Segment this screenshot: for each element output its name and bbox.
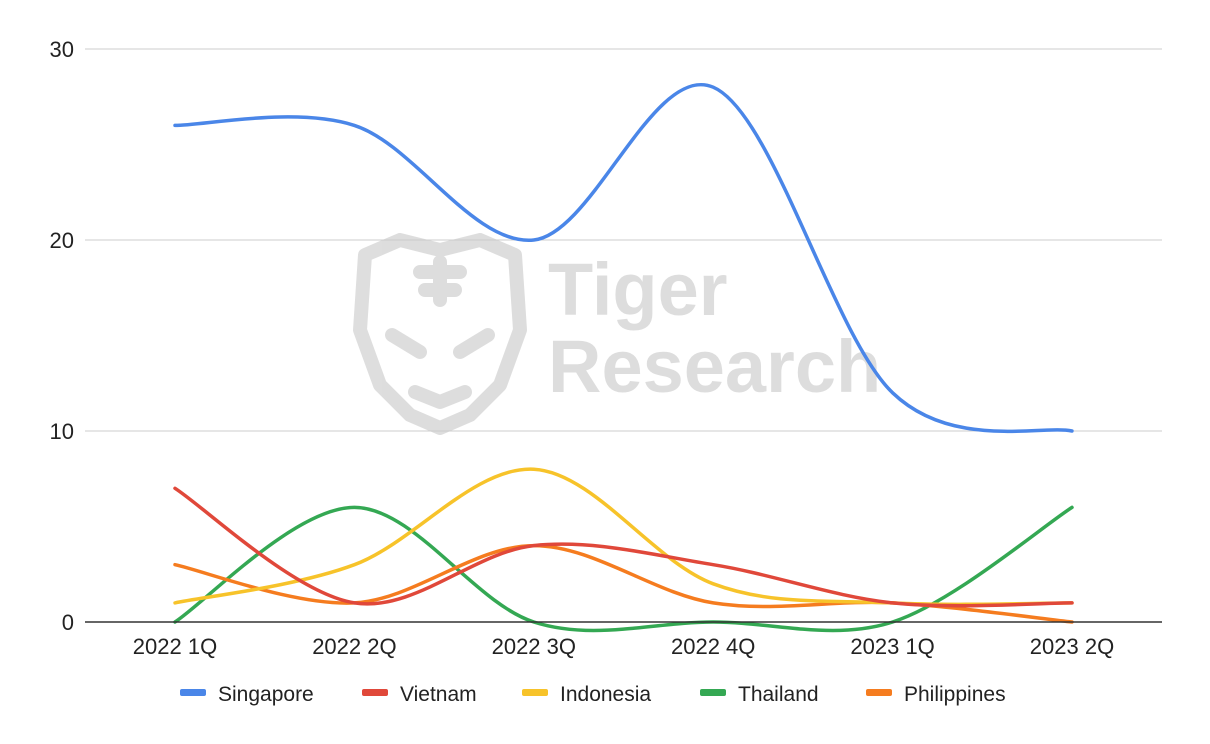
legend: Singapore Vietnam Indonesia Thailand Philipp…: [180, 683, 1006, 706]
watermark-line2: Research: [548, 325, 881, 408]
series-lines: [173, 82, 1074, 633]
legend-swatch: [522, 689, 548, 696]
x-axis-ticks: 2022 1Q 2022 2Q 2022 3Q 2022 4Q 2023 1Q 2023 …: [133, 634, 1114, 659]
legend-swatch: [180, 689, 206, 696]
legend-swatch: [866, 689, 892, 696]
legend-item-thailand: Thailand: [700, 683, 819, 706]
legend-label: Indonesia: [560, 683, 651, 706]
watermark-line1: Tiger: [548, 248, 728, 331]
y-axis-ticks: 0 10 20 30: [50, 37, 74, 635]
x-tick-label: 2023 1Q: [850, 634, 934, 659]
legend-swatch: [700, 689, 726, 696]
legend-item-indonesia: Indonesia: [522, 683, 651, 706]
legend-label: Philippines: [904, 683, 1006, 706]
series-line-vietnam: [173, 486, 1074, 608]
y-tick-label: 20: [50, 228, 74, 253]
y-tick-label: 30: [50, 37, 74, 62]
series-line-singapore: [173, 82, 1074, 434]
legend-item-singapore: Singapore: [180, 683, 314, 706]
legend-item-vietnam: Vietnam: [362, 683, 477, 706]
watermark: Tiger Research: [353, 233, 881, 435]
series-line-philippines: [173, 543, 1074, 624]
x-tick-label: 2022 1Q: [133, 634, 217, 659]
x-tick-label: 2022 3Q: [492, 634, 576, 659]
legend-swatch: [362, 689, 388, 696]
x-tick-label: 2022 2Q: [312, 634, 396, 659]
x-tick-label: 2023 2Q: [1030, 634, 1114, 659]
legend-item-philippines: Philippines: [866, 683, 1006, 706]
y-tick-label: 0: [62, 610, 74, 635]
legend-label: Vietnam: [400, 683, 477, 706]
x-tick-label: 2022 4Q: [671, 634, 755, 659]
legend-label: Thailand: [738, 683, 819, 706]
series-line-thailand: [173, 505, 1074, 633]
tiger-logo-icon: [353, 233, 527, 435]
legend-label: Singapore: [218, 683, 314, 706]
y-tick-label: 10: [50, 419, 74, 444]
